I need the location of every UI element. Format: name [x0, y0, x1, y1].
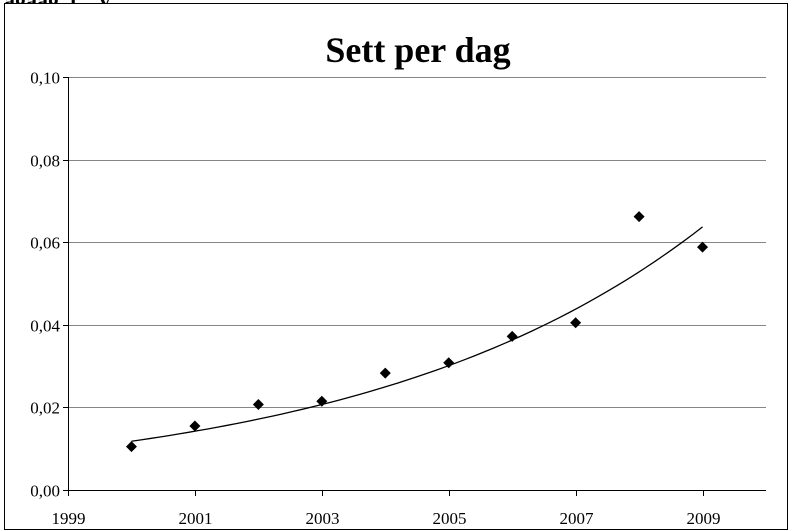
data-point	[379, 367, 391, 379]
chart-title: Sett per dag	[325, 30, 510, 70]
data-point	[697, 241, 709, 253]
data-point	[506, 330, 518, 342]
chart-border	[4, 3, 788, 530]
data-point	[316, 395, 328, 407]
y-tick-labels: 0,00 0,02 0,04 0,06 0,08 0,10	[30, 69, 60, 501]
x-tick-label: 2005	[433, 509, 467, 528]
y-tick-label: 0,00	[30, 482, 60, 501]
y-tick-label: 0,04	[30, 317, 60, 336]
x-tick-label: 2007	[560, 509, 595, 528]
x-tick-label: 2003	[306, 509, 340, 528]
y-tick-label: 0,08	[30, 152, 60, 171]
x-tick-label: 1999	[52, 509, 86, 528]
data-point	[125, 441, 137, 453]
x-tick-label: 2001	[179, 509, 213, 528]
data-point	[570, 317, 582, 329]
data-point	[252, 399, 264, 411]
y-tick-label: 0,06	[30, 234, 60, 253]
data-point	[189, 420, 201, 432]
axes	[63, 77, 766, 496]
x-tick-labels: 1999 2001 2003 2005 2007 2009	[52, 509, 721, 528]
y-tick-label: 0,10	[30, 69, 60, 88]
y-tick-label: 0,02	[30, 399, 60, 418]
trendline-layer	[131, 226, 703, 442]
trendline	[131, 226, 703, 442]
data-point	[443, 357, 455, 369]
data-points	[125, 211, 709, 453]
data-point	[633, 211, 645, 223]
grid-lines	[68, 77, 766, 408]
x-tick-label: 2009	[687, 509, 721, 528]
